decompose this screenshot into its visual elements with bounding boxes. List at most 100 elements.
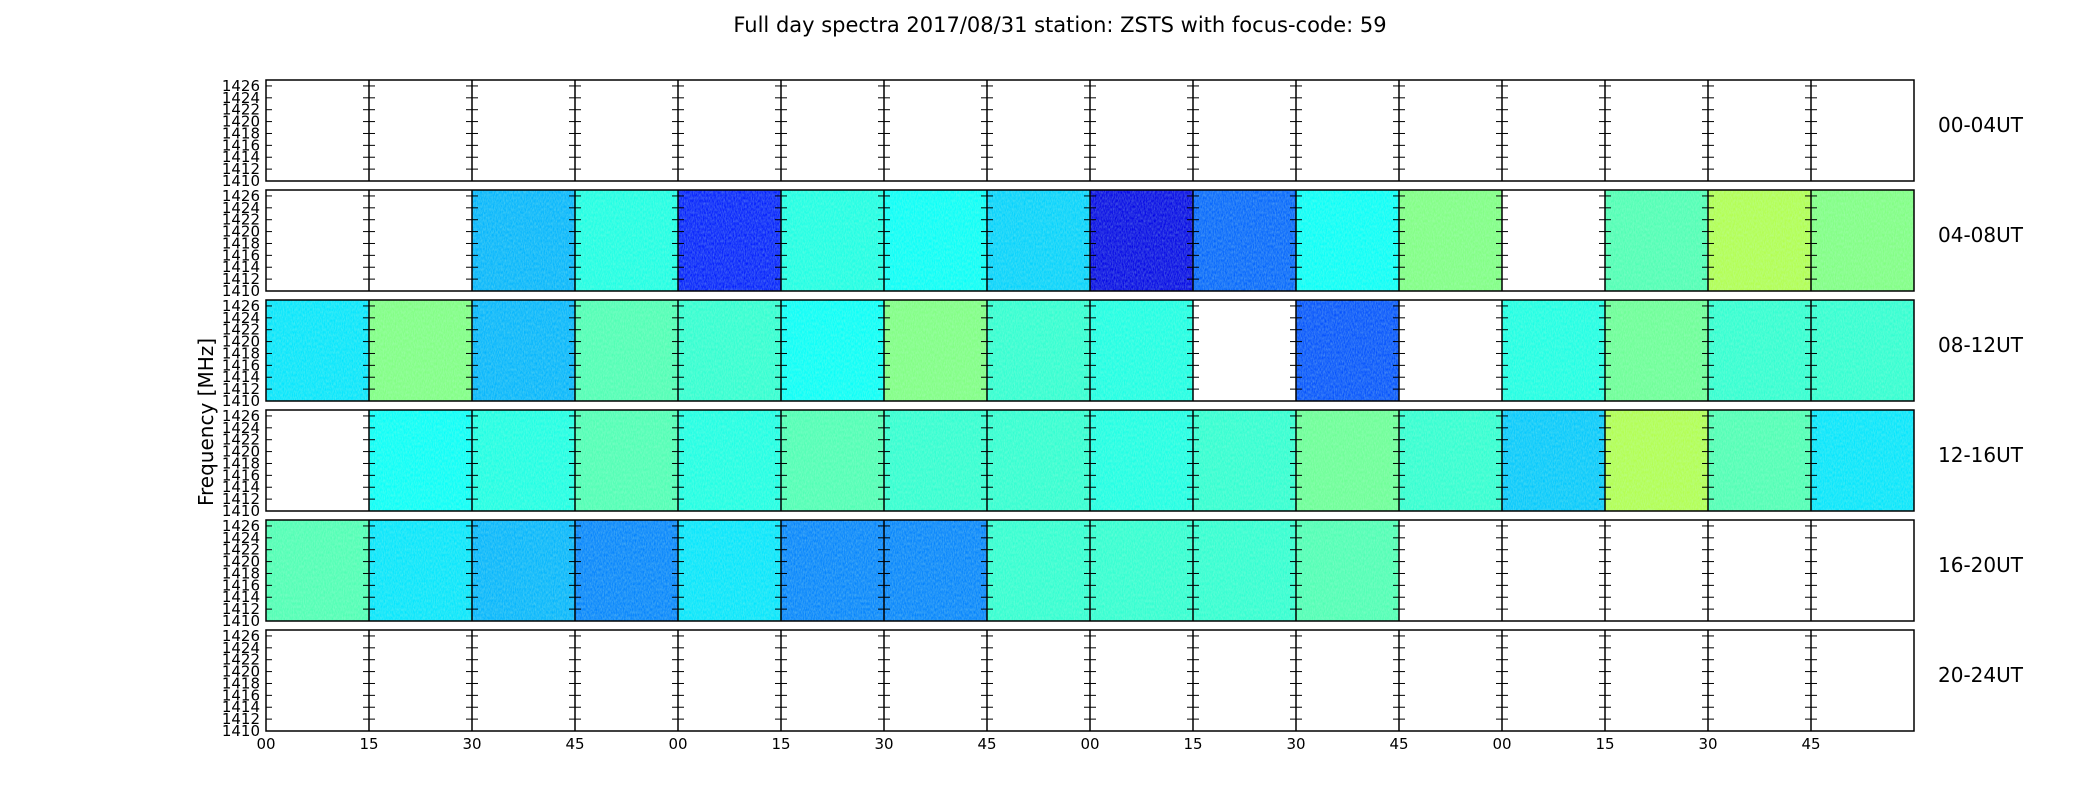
y-tick-label: 1412 [222,380,260,398]
y-tick-label: 1424 [222,529,260,547]
y-tick-label: 1414 [222,698,260,716]
spectrum-noise [266,520,369,621]
y-tick-label: 1418 [222,234,260,252]
y-tick-label: 1416 [222,136,260,154]
y-tick-label: 1418 [222,564,260,582]
y-tick-label: 1418 [222,124,260,142]
x-tick-label: 30 [874,735,893,753]
row-label: 04-08UT [1938,223,2024,247]
y-tick-label: 1410 [222,502,260,520]
y-tick-label: 1414 [222,368,260,386]
y-tick-label: 1412 [222,490,260,508]
x-tick-label: 00 [668,735,687,753]
x-tick-label: 30 [1698,735,1717,753]
spectrum-noise [472,190,575,291]
spectra-grid: 14101412141414161418142014221424142600-0… [222,77,2024,740]
spectrum-noise [781,520,884,621]
y-tick-label: 1416 [222,356,260,374]
spectrum-noise [987,410,1090,511]
spectrum-noise [1502,410,1605,511]
y-tick-label: 1414 [222,258,260,276]
spectrum-noise [1811,410,1914,511]
y-tick-label: 1414 [222,588,260,606]
row-label: 12-16UT [1938,443,2024,467]
spectrum-noise [987,300,1090,401]
spectrum-noise [1090,410,1193,511]
y-tick-label: 1422 [222,541,260,559]
y-tick-label: 1410 [222,172,260,190]
y-tick-label: 1410 [222,282,260,300]
spectrum-noise [1399,410,1502,511]
y-tick-label: 1422 [222,431,260,449]
y-tick-label: 1418 [222,674,260,692]
x-tick-label: 15 [771,735,790,753]
spectrum-noise [575,410,678,511]
spectrum-noise [369,520,472,621]
spectrum-noise [1193,520,1296,621]
x-tick-label: 00 [1080,735,1099,753]
spectrum-noise [678,190,781,291]
y-tick-label: 1416 [222,686,260,704]
y-tick-label: 1424 [222,199,260,217]
x-tick-label: 45 [1389,735,1408,753]
spectrum-noise [1090,300,1193,401]
spectrum-noise [1811,300,1914,401]
spectrum-noise [781,190,884,291]
spectrum-noise [1605,410,1708,511]
x-tick-label: 00 [256,735,275,753]
y-tick-label: 1416 [222,466,260,484]
y-tick-label: 1426 [222,627,260,645]
y-tick-label: 1412 [222,710,260,728]
spectrum-noise [884,300,987,401]
row-label: 20-24UT [1938,663,2024,687]
y-tick-label: 1424 [222,89,260,107]
spectrum-noise [884,190,987,291]
y-tick-label: 1410 [222,612,260,630]
spectrum-noise [1090,520,1193,621]
spectrum-noise [1296,520,1399,621]
x-tick-label: 45 [977,735,996,753]
spectrum-noise [1090,190,1193,291]
spectrum-noise [472,520,575,621]
x-tick-label: 15 [1183,735,1202,753]
y-tick-label: 1416 [222,576,260,594]
spectrum-noise [1605,300,1708,401]
spectrum-noise [266,300,369,401]
y-tick-label: 1418 [222,344,260,362]
spectrum-noise [987,190,1090,291]
spectrum-noise [369,300,472,401]
y-tick-label: 1420 [222,553,260,571]
y-tick-label: 1424 [222,419,260,437]
y-tick-label: 1426 [222,77,260,95]
x-tick-label: 30 [462,735,481,753]
y-tick-label: 1412 [222,270,260,288]
x-tick-labels: 00 15 30 45 00 15 30 45 00 15 30 45 00 15 30 45 [256,735,1820,753]
spectrum-noise [1399,190,1502,291]
x-tick-label: 45 [565,735,584,753]
spectrum-noise [781,300,884,401]
spectrum-noise [575,300,678,401]
x-tick-label: 45 [1801,735,1820,753]
y-tick-label: 1412 [222,600,260,618]
chart-title: Full day spectra 2017/08/31 station: ZST… [733,13,1386,37]
y-tick-label: 1422 [222,321,260,339]
spectrum-noise [1605,190,1708,291]
spectrum-noise [678,300,781,401]
x-tick-label: 00 [1492,735,1511,753]
y-tick-label: 1426 [222,297,260,315]
spectrum-noise [1193,410,1296,511]
spectrum-noise [1502,300,1605,401]
y-tick-label: 1420 [222,223,260,241]
y-tick-label: 1420 [222,663,260,681]
spectrum-noise [884,410,987,511]
y-axis-label: Frequency [MHz] [194,338,218,506]
row-label: 16-20UT [1938,553,2024,577]
spectrum-noise [1708,190,1811,291]
y-tick-label: 1422 [222,101,260,119]
